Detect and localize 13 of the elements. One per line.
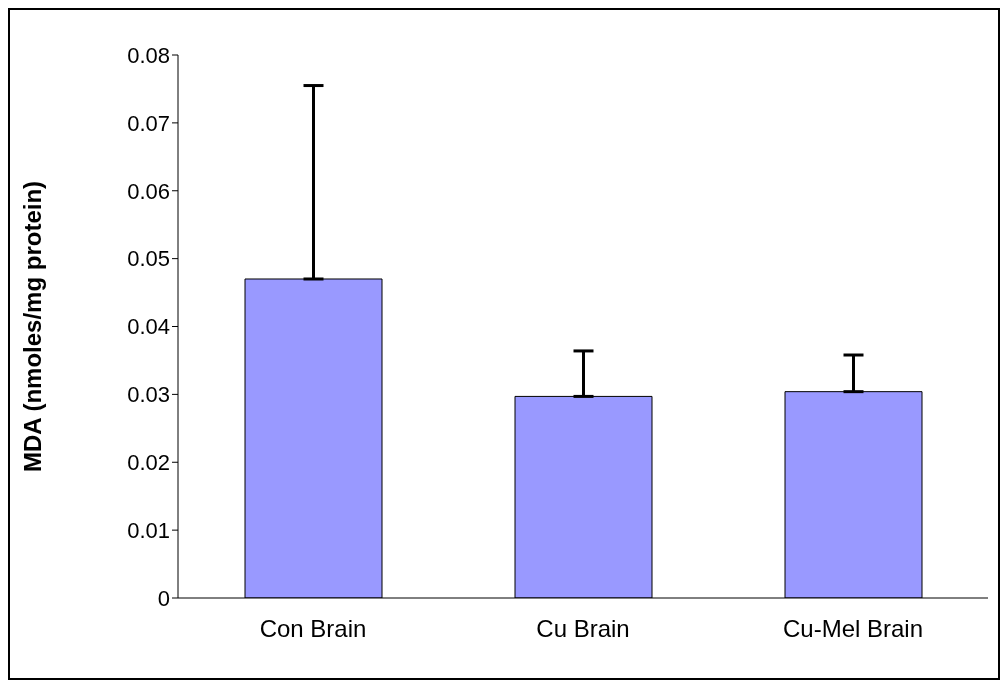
x-tick-label: Cu-Mel Brain: [782, 615, 924, 643]
y-axis-title: MDA (nmoles/mg protein): [18, 180, 46, 473]
y-tick-label: 0.02: [127, 450, 170, 476]
y-tick-label: 0.03: [127, 382, 170, 408]
x-tick-label: Cu Brain: [536, 615, 630, 643]
y-tick-label: 0.07: [127, 110, 170, 136]
y-tick-label: 0.06: [127, 178, 170, 204]
y-tick-label: 0.01: [127, 517, 170, 543]
y-tick-label: 0.08: [127, 42, 170, 68]
x-tick-label: Con Brain: [259, 615, 367, 643]
y-tick-label: 0.04: [127, 314, 170, 340]
y-tick-label: 0.05: [127, 246, 170, 272]
y-tick-label: 0: [157, 585, 170, 611]
